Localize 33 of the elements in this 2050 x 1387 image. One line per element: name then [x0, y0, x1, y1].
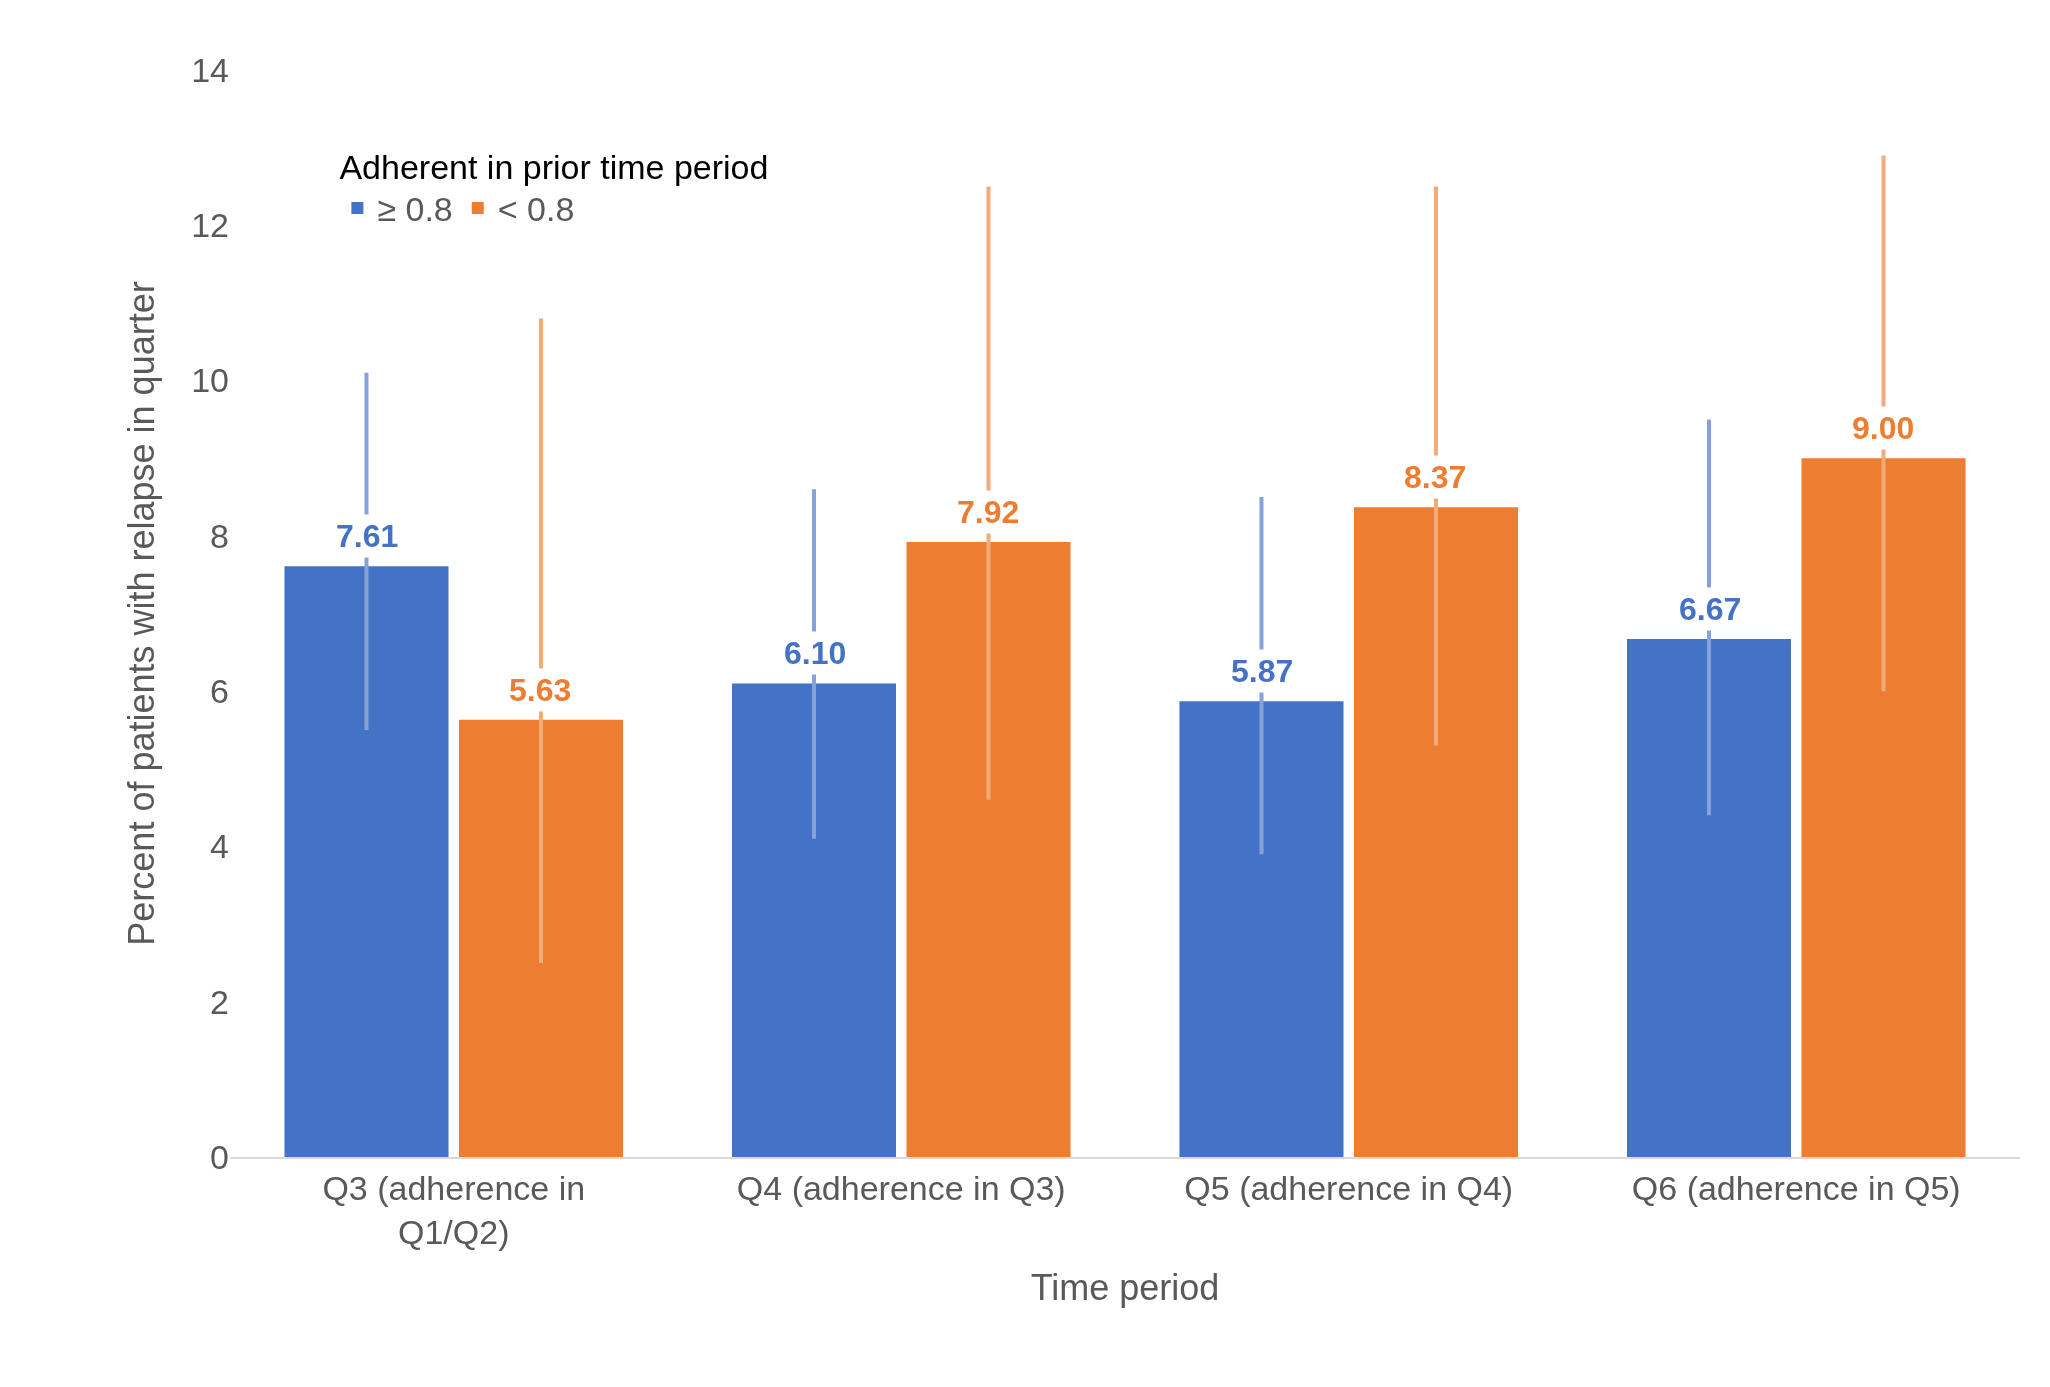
y-tick-label: 10 [191, 361, 229, 400]
y-tick-label: 0 [210, 1137, 229, 1176]
data-label: 7.92 [957, 494, 1020, 530]
data-label: 5.87 [1231, 653, 1294, 689]
y-axis-title: Percent of patients with relapse in quarter [121, 281, 163, 946]
bar [906, 542, 1071, 1157]
y-tick-label: 6 [210, 672, 229, 711]
x-tick-label: Q6 (adherence in Q5) [1631, 1168, 1961, 1207]
data-label: 6.10 [784, 635, 847, 671]
y-tick-label: 12 [191, 206, 229, 245]
y-tick-label: 2 [210, 982, 229, 1021]
bar [1626, 639, 1792, 1157]
legend-title: Adherent in prior time period [339, 148, 769, 187]
x-tick-label: Q4 (adherence in Q3) [736, 1168, 1066, 1207]
bar [1353, 507, 1519, 1157]
y-tick-label: 14 [191, 50, 229, 89]
x-tick-label: Q3 (adherence in Q1/Q2) [322, 1168, 586, 1251]
bar [1801, 458, 1966, 1157]
bar [731, 683, 897, 1157]
bar [458, 719, 624, 1157]
legend-label: ≥ 0.8 [377, 190, 453, 229]
x-tick-label: Q5 (adherence in Q4) [1184, 1168, 1514, 1207]
x-axis-title: Time period [1030, 1267, 1220, 1309]
data-label: 8.37 [1404, 459, 1467, 495]
bar [284, 566, 449, 1157]
data-label: 6.67 [1679, 591, 1742, 627]
bar [1179, 701, 1344, 1157]
data-label: 5.63 [509, 672, 572, 708]
y-tick-label: 8 [210, 516, 229, 555]
legend-label: < 0.8 [497, 190, 575, 229]
data-label: 7.61 [336, 518, 399, 554]
data-label: 9.00 [1852, 410, 1915, 446]
y-tick-label: 4 [210, 827, 229, 866]
